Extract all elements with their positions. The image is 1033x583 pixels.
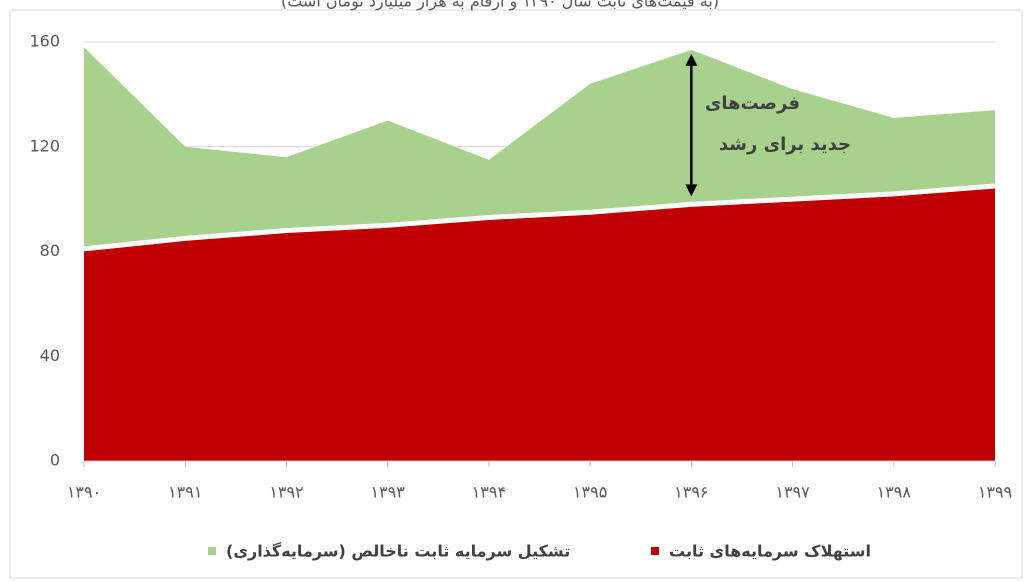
x-tick-label: ۱۳۹۶ xyxy=(674,483,708,502)
x-tick-label: ۱۳۹۲ xyxy=(269,483,303,502)
arrow-head xyxy=(685,53,698,66)
legend-swatch xyxy=(208,547,216,555)
annotation: فرصت‌های xyxy=(705,93,800,114)
area xyxy=(84,186,995,461)
x-tick-label: ۱۳۹۷ xyxy=(775,483,810,502)
y-tick-label: 120 xyxy=(29,136,60,155)
annotation: جدید برای رشد xyxy=(719,134,851,155)
x-tick-label: ۱۳۹۸ xyxy=(877,483,912,502)
chart-title: (به قیمت‌های ثابت سال ۱۳۹۰ و ارقام به هز… xyxy=(281,0,719,12)
y-tick-label: 0 xyxy=(50,451,60,470)
area-edge xyxy=(83,183,996,252)
x-tick-label: ۱۳۹۰ xyxy=(67,483,101,502)
y-tick-label: 80 xyxy=(40,241,60,260)
x-tick-label: ۱۳۹۳ xyxy=(370,483,405,502)
y-tick-label: 160 xyxy=(29,32,60,51)
legend-label: تشکیل سرمایه ثابت ناخالص (سرمایه‌گذاری) xyxy=(226,542,570,561)
legend-label: استهلاک سرمایه‌های ثابت xyxy=(669,542,871,561)
arrow-head xyxy=(685,184,698,197)
legend-swatch xyxy=(651,547,659,555)
x-tick-label: ۱۳۹۱ xyxy=(168,483,202,502)
x-tick-label: ۱۳۹۹ xyxy=(978,483,1012,502)
x-tick-label: ۱۳۹۴ xyxy=(472,483,506,502)
y-tick-label: 40 xyxy=(40,346,60,365)
x-tick-label: ۱۳۹۵ xyxy=(573,483,607,502)
